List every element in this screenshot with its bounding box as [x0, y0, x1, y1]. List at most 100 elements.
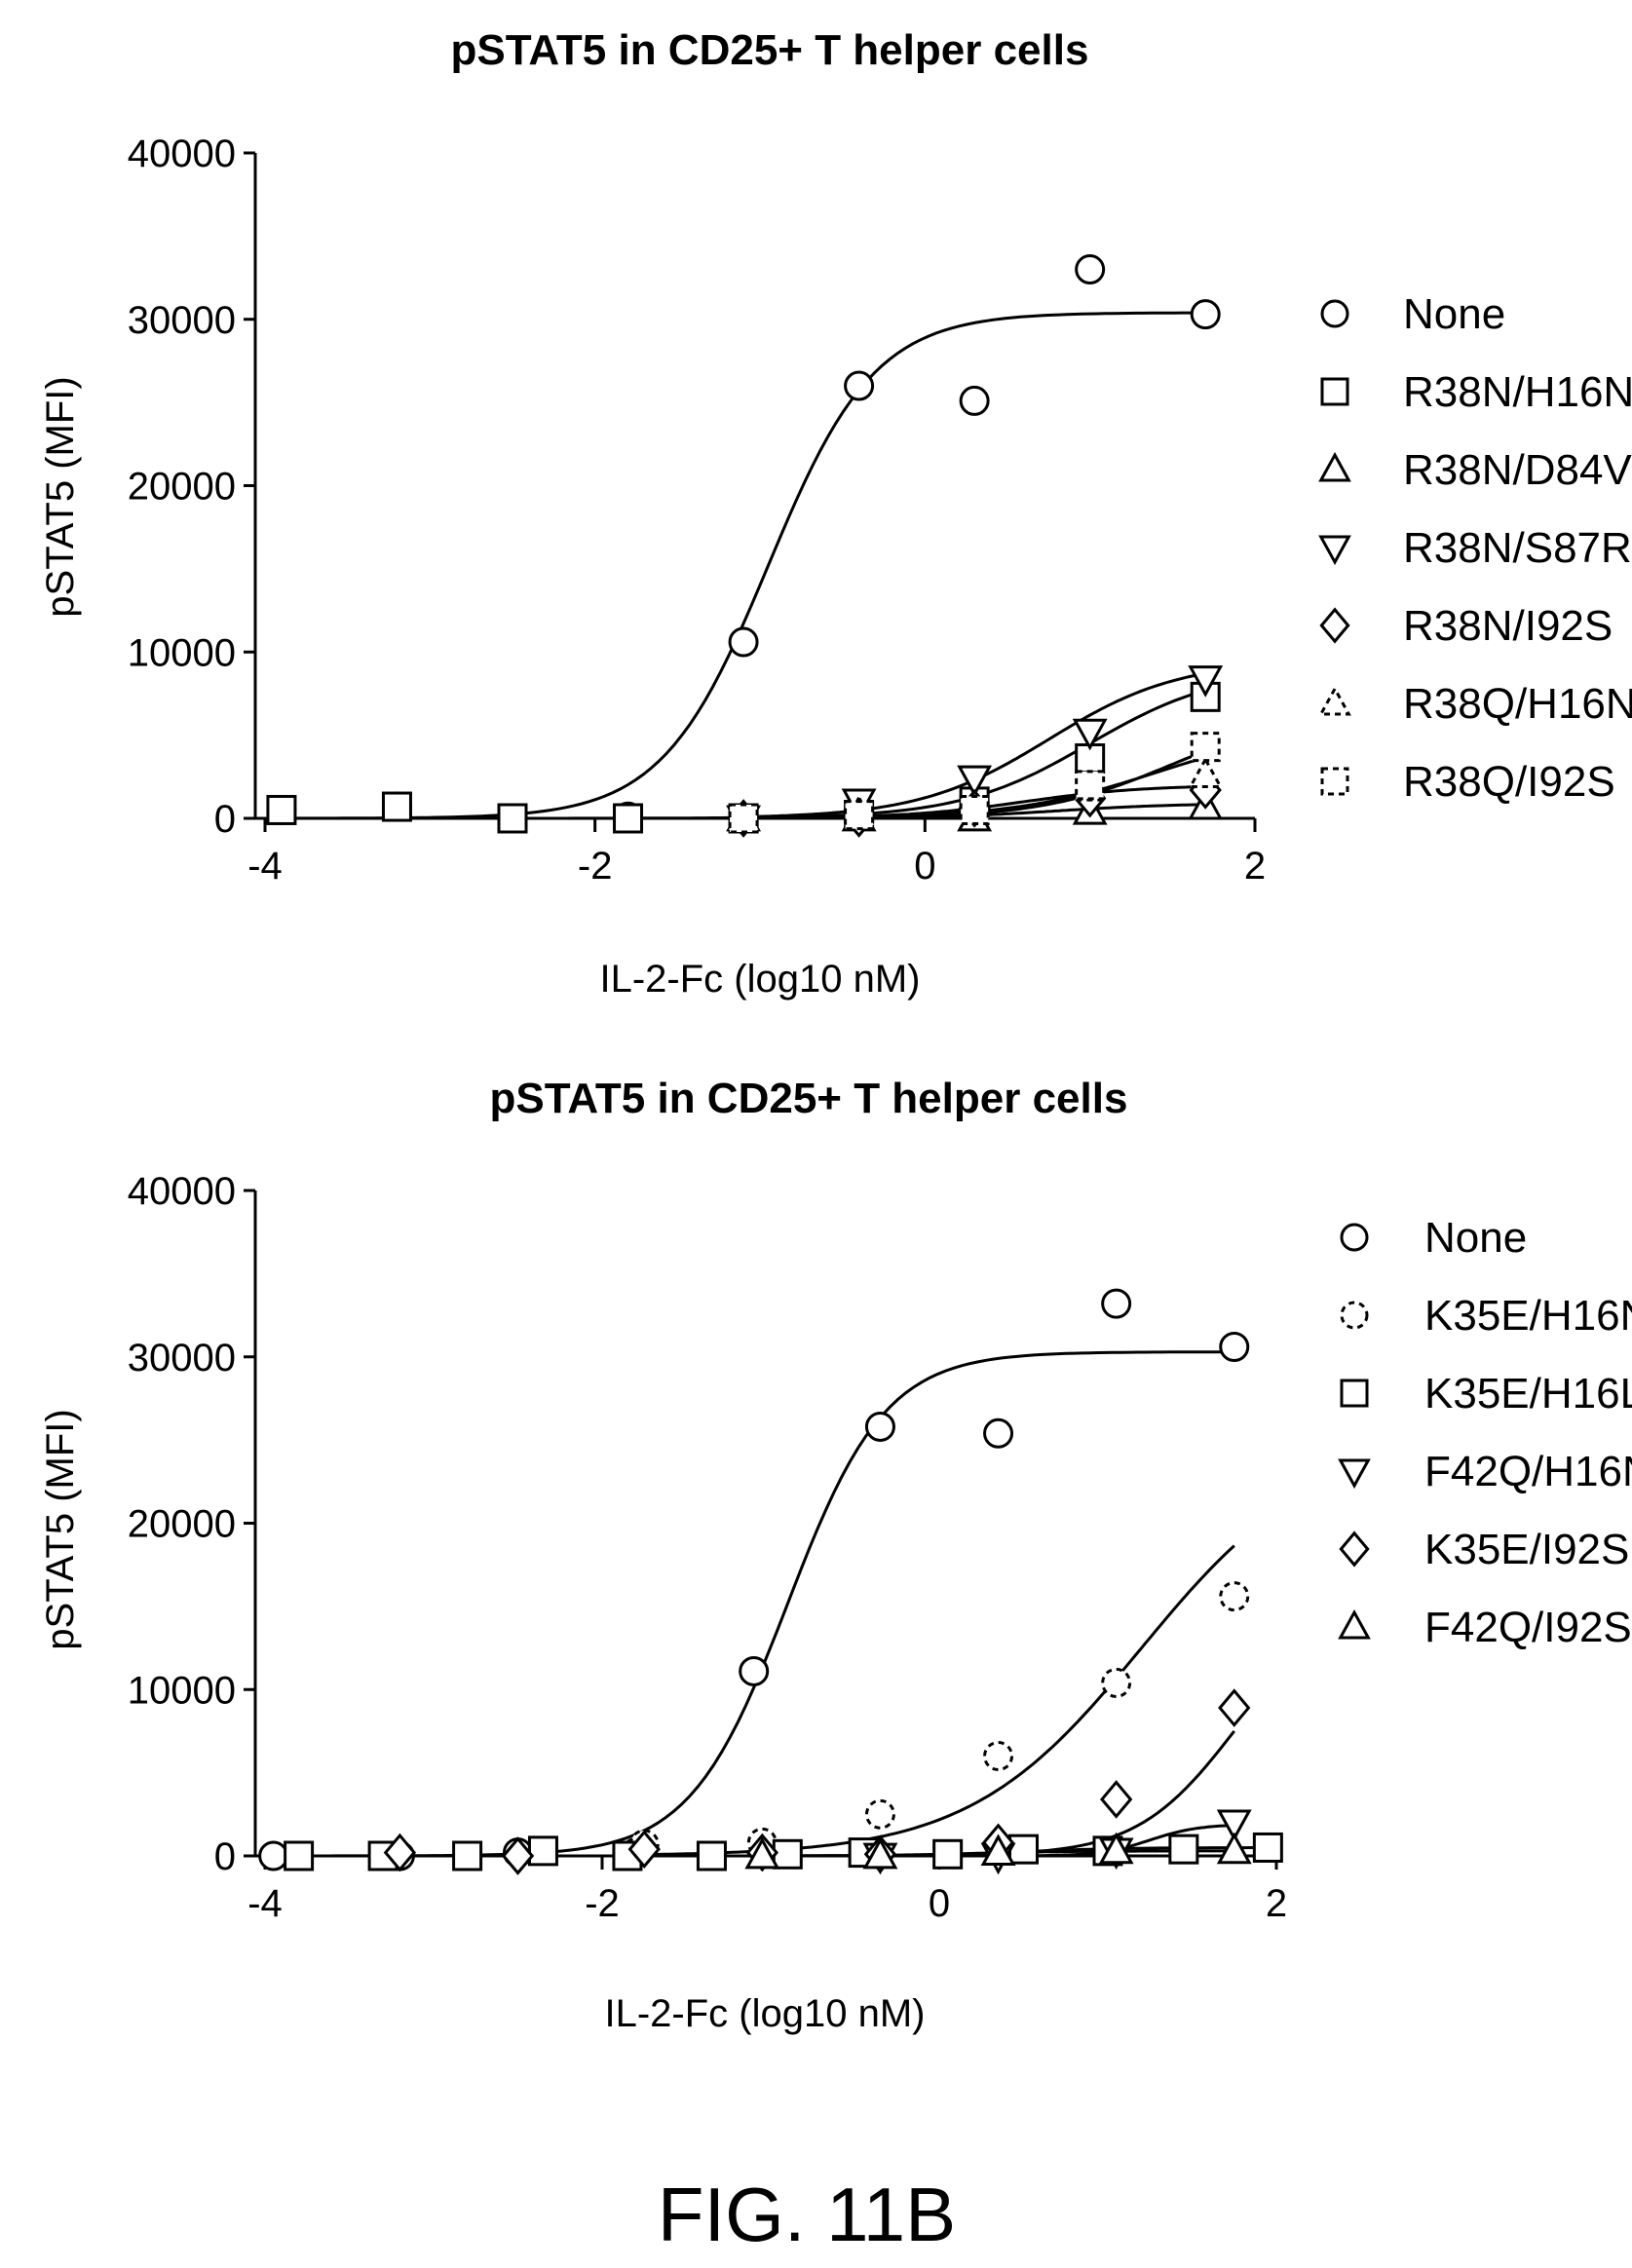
legend-label-4: R38N/S87R: [1403, 524, 1632, 572]
data-point-series-2: [381, 791, 412, 822]
legend-label-3: K35E/H16L: [1424, 1370, 1632, 1418]
data-point-series-3: [527, 1835, 558, 1867]
y-tick-label: 10000: [128, 631, 236, 674]
chart-bottom-xlabel: IL-2-Fc (log10 nM): [605, 1992, 926, 2035]
y-tick-label: 0: [214, 798, 236, 841]
data-point-series-7: [1190, 732, 1221, 763]
data-point-series-2: [1219, 1581, 1250, 1612]
data-point-series-3: [1168, 1833, 1199, 1865]
x-tick-label: 2: [1266, 1882, 1287, 1925]
legend-label-5: R38N/I92S: [1403, 602, 1613, 650]
y-tick-label: 40000: [128, 1170, 236, 1213]
legend-marker-5: [1319, 607, 1350, 644]
legend-marker-7: [1320, 767, 1349, 796]
data-point-series-1: [258, 1840, 289, 1871]
data-point-series-2: [497, 803, 528, 834]
data-point-series-6: [1188, 756, 1224, 789]
x-tick-label: -4: [247, 1882, 283, 1925]
y-tick-label: 10000: [128, 1669, 236, 1712]
y-tick-label: 20000: [128, 1503, 236, 1546]
fit-curve-1: [273, 1350, 1234, 1858]
data-point-series-5: [1099, 1780, 1133, 1819]
data-point-series-6: [980, 1833, 1016, 1866]
chart-bottom: pSTAT5 in CD25+ T helper cells pSTAT5 (M…: [39, 1075, 1632, 2035]
legend-marker-6: [1318, 685, 1351, 716]
legend-label-7: R38Q/I92S: [1403, 758, 1615, 806]
legend-marker-6: [1338, 1608, 1371, 1640]
legend-label-3: R38N/D84V: [1403, 446, 1632, 494]
data-point-series-1: [864, 1411, 895, 1442]
chart-top: pSTAT5 in CD25+ T helper cells pSTAT5 (M…: [39, 26, 1632, 1001]
legend-label-1: None: [1424, 1214, 1527, 1262]
data-point-series-4: [1188, 665, 1224, 698]
legend-marker-2: [1340, 1301, 1369, 1330]
data-point-series-5: [383, 1833, 417, 1872]
legend-marker-3: [1340, 1379, 1369, 1408]
legend-label-6: F42Q/I92S: [1424, 1604, 1632, 1651]
data-point-series-3: [284, 1840, 315, 1871]
data-point-series-1: [1101, 1288, 1132, 1319]
y-tick-label: 20000: [128, 466, 236, 509]
data-point-series-3: [452, 1840, 483, 1871]
data-point-series-7: [959, 794, 990, 825]
y-tick-label: 0: [214, 1835, 236, 1878]
fit-curve-1: [281, 311, 1206, 820]
legend-marker-1: [1340, 1223, 1369, 1252]
data-point-series-3: [932, 1838, 964, 1870]
data-point-series-1: [739, 1655, 770, 1686]
data-point-series-1: [1190, 299, 1221, 330]
data-point-series-7: [728, 803, 759, 834]
data-point-series-7: [844, 800, 875, 831]
data-point-series-1: [1075, 254, 1106, 285]
data-point-series-6: [1098, 1832, 1134, 1865]
data-point-series-3: [772, 1838, 803, 1870]
data-point-series-2: [983, 1741, 1014, 1772]
x-tick-label: 0: [929, 1882, 950, 1925]
legend-marker-2: [1320, 377, 1349, 406]
data-point-series-4: [1072, 718, 1108, 751]
y-tick-label: 40000: [128, 132, 236, 175]
data-point-series-2: [1101, 1667, 1132, 1698]
legend-label-2: K35E/H16N: [1424, 1292, 1632, 1340]
legend-label-4: F42Q/H16N: [1424, 1448, 1632, 1495]
data-point-series-3: [1252, 1832, 1283, 1863]
legend-label-5: K35E/I92S: [1424, 1526, 1629, 1573]
legend-marker-4: [1318, 535, 1351, 566]
x-tick-label: -4: [247, 845, 283, 888]
data-point-series-5: [1218, 1688, 1251, 1727]
data-point-series-1: [959, 385, 990, 416]
data-point-series-7: [1075, 770, 1106, 801]
data-point-series-1: [983, 1418, 1014, 1449]
data-point-series-3: [696, 1840, 727, 1871]
data-point-series-2: [864, 1798, 895, 1830]
data-point-series-1: [1219, 1332, 1250, 1363]
legend-label-2: R38N/H16N: [1403, 368, 1632, 416]
x-tick-label: 0: [914, 845, 935, 888]
data-point-series-1: [844, 370, 875, 401]
chart-bottom-ylabel: pSTAT5 (MFI): [39, 1409, 82, 1649]
data-point-series-6: [744, 1836, 780, 1870]
chart-top-title: pSTAT5 in CD25+ T helper cells: [451, 26, 1089, 74]
data-point-series-5: [627, 1830, 661, 1870]
x-tick-label: -2: [578, 845, 613, 888]
x-tick-label: -2: [585, 1882, 620, 1925]
legend-label-1: None: [1403, 290, 1505, 338]
legend-marker-3: [1318, 451, 1351, 482]
data-point-series-4: [957, 765, 993, 798]
legend-label-6: R38Q/H16N: [1403, 680, 1632, 728]
legend-marker-5: [1339, 1531, 1370, 1568]
legend-marker-4: [1338, 1458, 1371, 1490]
legend-marker-1: [1320, 299, 1349, 328]
chart-bottom-title: pSTAT5 in CD25+ T helper cells: [490, 1075, 1128, 1122]
data-point-series-2: [266, 794, 297, 825]
y-tick-label: 30000: [128, 299, 236, 342]
data-point-series-4: [1216, 1809, 1252, 1842]
x-tick-label: 2: [1244, 845, 1266, 888]
data-point-series-6: [1216, 1832, 1252, 1865]
figure-caption: FIG. 11B: [658, 2172, 956, 2257]
data-point-series-5: [501, 1836, 535, 1875]
data-point-series-1: [728, 626, 759, 658]
data-point-series-3: [1008, 1833, 1039, 1865]
fit-curve-2: [644, 1544, 1235, 1857]
